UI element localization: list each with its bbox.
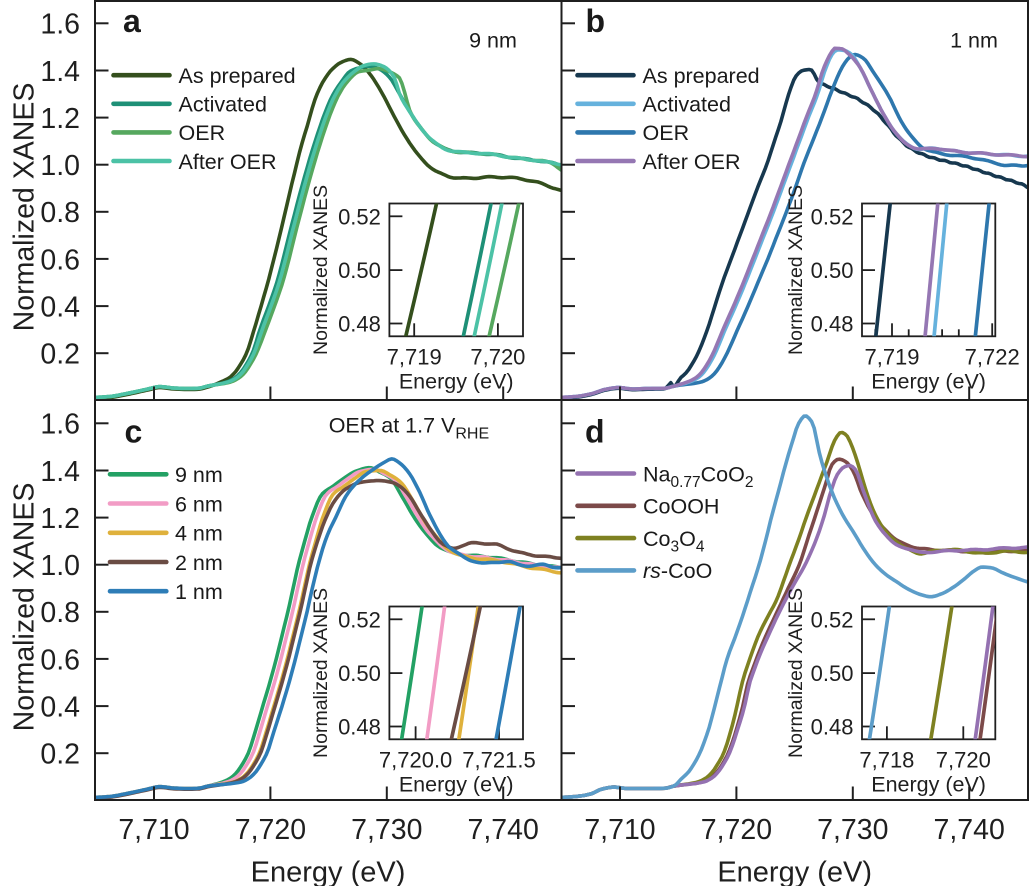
svg-text:rs-CoO: rs-CoO [643, 559, 712, 583]
svg-text:Energy (eV): Energy (eV) [251, 857, 406, 887]
svg-text:0.6: 0.6 [40, 644, 80, 676]
svg-text:0.52: 0.52 [338, 204, 381, 229]
svg-text:7,710: 7,710 [584, 814, 655, 846]
svg-text:Energy (eV): Energy (eV) [871, 370, 986, 394]
svg-text:OER: OER [179, 121, 226, 145]
svg-text:7,720: 7,720 [470, 345, 525, 370]
svg-text:2 nm: 2 nm [175, 551, 223, 575]
svg-text:1.0: 1.0 [40, 150, 80, 182]
svg-text:After OER: After OER [179, 150, 277, 174]
svg-text:As prepared: As prepared [179, 64, 296, 88]
svg-text:0.2: 0.2 [40, 339, 80, 371]
svg-text:Activated: Activated [643, 93, 731, 117]
svg-text:Energy (eV): Energy (eV) [871, 773, 986, 797]
svg-text:0.48: 0.48 [811, 715, 854, 740]
svg-text:Energy (eV): Energy (eV) [717, 857, 872, 887]
svg-text:9 nm: 9 nm [469, 28, 517, 52]
svg-text:0.48: 0.48 [811, 312, 854, 337]
svg-text:4 nm: 4 nm [175, 522, 223, 546]
svg-text:Normalized XANES: Normalized XANES [785, 185, 807, 355]
svg-text:7,718: 7,718 [859, 748, 914, 773]
svg-text:d: d [585, 413, 605, 449]
svg-text:7,710: 7,710 [118, 814, 189, 846]
svg-text:1.4: 1.4 [40, 56, 80, 88]
svg-text:1.6: 1.6 [40, 9, 80, 41]
svg-text:1.4: 1.4 [40, 456, 80, 488]
svg-text:c: c [125, 413, 143, 449]
svg-text:1.2: 1.2 [40, 103, 80, 135]
svg-text:0.52: 0.52 [338, 607, 381, 632]
svg-text:1 nm: 1 nm [950, 28, 998, 52]
svg-text:1.2: 1.2 [40, 503, 80, 535]
svg-text:0.4: 0.4 [40, 692, 80, 724]
svg-text:7,740: 7,740 [934, 814, 1005, 846]
svg-text:0.50: 0.50 [338, 661, 381, 686]
svg-text:7,719: 7,719 [387, 345, 442, 370]
svg-text:7,720: 7,720 [936, 748, 991, 773]
svg-text:7,720: 7,720 [701, 814, 772, 846]
svg-text:0.48: 0.48 [338, 312, 381, 337]
svg-text:a: a [123, 3, 141, 39]
svg-text:0.8: 0.8 [40, 597, 80, 629]
svg-text:b: b [586, 3, 606, 39]
svg-text:0.50: 0.50 [811, 258, 854, 283]
svg-text:0.50: 0.50 [811, 661, 854, 686]
svg-text:7,730: 7,730 [817, 814, 888, 846]
svg-text:1.0: 1.0 [40, 550, 80, 582]
svg-text:CoOOH: CoOOH [643, 495, 719, 519]
svg-text:0.2: 0.2 [40, 739, 80, 771]
svg-text:Normalized XANES: Normalized XANES [785, 588, 807, 758]
svg-text:7,722: 7,722 [965, 345, 1020, 370]
svg-text:9 nm: 9 nm [175, 463, 223, 487]
svg-text:0.52: 0.52 [811, 204, 854, 229]
svg-text:7,730: 7,730 [351, 814, 422, 846]
svg-text:Normalized XANES: Normalized XANES [9, 483, 41, 732]
svg-text:As prepared: As prepared [643, 64, 760, 88]
svg-text:0.6: 0.6 [40, 244, 80, 276]
svg-text:6 nm: 6 nm [175, 492, 223, 516]
svg-text:0.52: 0.52 [811, 607, 854, 632]
svg-text:7,720: 7,720 [235, 814, 306, 846]
svg-text:0.4: 0.4 [40, 292, 80, 324]
svg-text:After OER: After OER [643, 150, 741, 174]
svg-text:7,720.0: 7,720.0 [379, 748, 452, 773]
svg-text:OER: OER [643, 121, 690, 145]
svg-text:0.48: 0.48 [338, 715, 381, 740]
svg-text:Normalized XANES: Normalized XANES [9, 83, 41, 332]
svg-text:0.50: 0.50 [338, 258, 381, 283]
svg-text:Normalized XANES: Normalized XANES [310, 185, 332, 355]
svg-text:Normalized XANES: Normalized XANES [310, 588, 332, 758]
svg-text:7,740: 7,740 [468, 814, 539, 846]
svg-text:Activated: Activated [179, 93, 267, 117]
svg-text:Energy (eV): Energy (eV) [399, 773, 514, 797]
svg-text:7,721.5: 7,721.5 [462, 748, 535, 773]
svg-text:1.6: 1.6 [40, 409, 80, 441]
svg-text:1 nm: 1 nm [175, 580, 223, 604]
svg-text:Energy (eV): Energy (eV) [399, 370, 514, 394]
svg-text:0.8: 0.8 [40, 197, 80, 229]
svg-text:Co3O4: Co3O4 [643, 527, 705, 556]
svg-text:7,719: 7,719 [864, 345, 919, 370]
